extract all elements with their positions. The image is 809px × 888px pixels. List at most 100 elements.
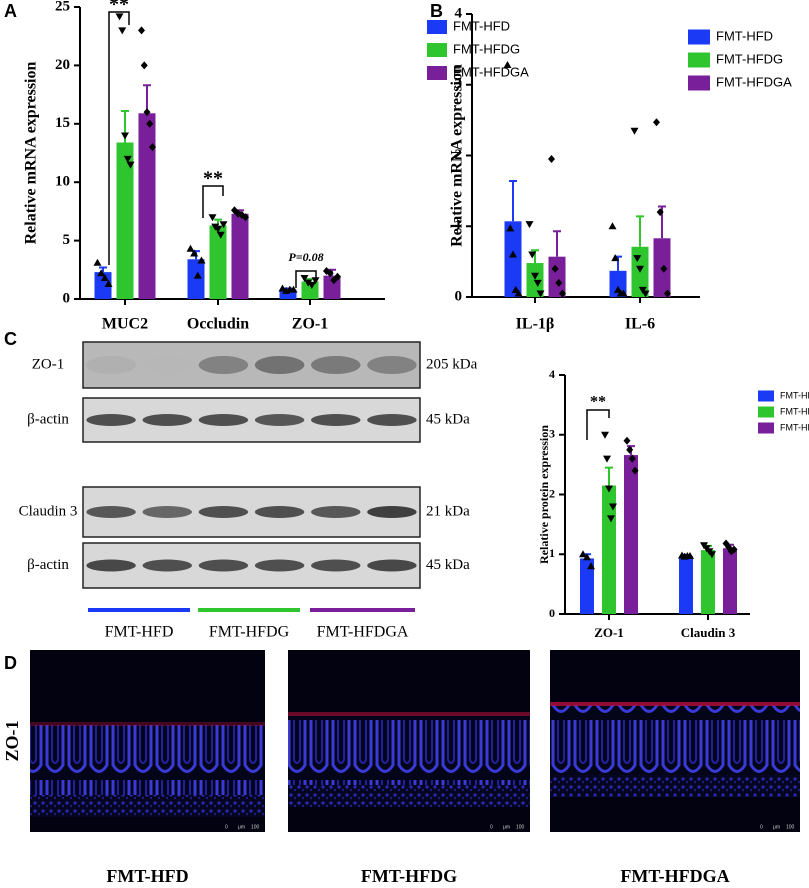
blot-band	[367, 559, 417, 572]
bar	[723, 548, 737, 614]
significance-bracket	[295, 270, 317, 288]
data-point	[138, 26, 145, 35]
data-point	[528, 251, 537, 259]
legend-label: FMT-HFDG	[716, 51, 783, 66]
data-point	[607, 515, 615, 523]
legend-swatch	[427, 20, 447, 34]
bar	[279, 289, 297, 299]
blot-strip	[82, 486, 421, 538]
blot-band	[142, 356, 192, 374]
legend-swatch	[688, 29, 710, 45]
x-tick-label: IL-6	[625, 316, 655, 333]
y-tick-label: 3	[455, 76, 463, 92]
blot-band	[142, 559, 192, 572]
micrograph-tissue	[550, 705, 800, 775]
data-point	[631, 466, 639, 475]
data-point	[587, 562, 595, 570]
y-tick-label: 5	[63, 232, 71, 248]
data-point	[514, 289, 523, 297]
error-bar	[605, 466, 613, 486]
data-point	[186, 244, 195, 252]
zo1-signal	[288, 712, 530, 716]
blot-strip	[82, 542, 421, 589]
blot-band	[367, 356, 417, 374]
bar	[301, 281, 319, 299]
data-point	[664, 289, 671, 298]
bar	[679, 556, 693, 614]
blot-band	[311, 559, 361, 572]
blot-band	[86, 356, 136, 374]
data-point	[525, 221, 534, 229]
blot-row-label: Claudin 3	[19, 503, 78, 519]
data-point	[311, 277, 320, 285]
legend-label: FMT-HFD	[453, 18, 510, 33]
legend-label: FMT-HFDGA	[716, 74, 792, 89]
bar	[187, 259, 205, 299]
data-point	[656, 208, 664, 217]
data-point	[611, 254, 620, 262]
data-point	[641, 290, 650, 298]
data-point	[300, 274, 309, 282]
micrograph-tissue	[288, 715, 530, 785]
micrograph-submucosa	[550, 775, 800, 797]
y-tick-label: 1	[455, 218, 463, 234]
annotation: **	[590, 394, 606, 411]
data-point	[601, 431, 609, 439]
data-point	[636, 265, 644, 273]
stain-label: ZO-1	[2, 720, 22, 761]
blot-strip	[82, 341, 421, 389]
micrograph-submucosa	[30, 795, 265, 817]
bar	[138, 113, 156, 300]
data-point	[509, 250, 517, 258]
error-bar	[509, 179, 517, 222]
y-axis-label: Relative mRNA expression	[23, 62, 40, 245]
data-point	[605, 485, 613, 493]
y-tick-label: 0	[549, 606, 555, 620]
data-point	[551, 264, 559, 273]
caption: FMT-HFDGA	[620, 866, 729, 886]
legend-label: FMT-HFDG	[780, 406, 809, 416]
data-point	[334, 272, 341, 281]
data-point	[609, 503, 617, 511]
error-bar	[636, 215, 644, 247]
blot-band	[367, 414, 417, 426]
blot-band	[254, 559, 305, 572]
blot-band	[311, 414, 361, 426]
data-point	[149, 143, 156, 152]
blot-band	[198, 356, 249, 374]
scale-label: μm	[773, 824, 780, 830]
x-tick-label: Occludin	[187, 316, 249, 333]
data-point	[579, 550, 587, 558]
bar	[580, 558, 594, 614]
blot-band	[86, 414, 136, 426]
panel-label: A	[4, 1, 17, 21]
legend-swatch	[688, 75, 710, 91]
legend-swatch	[758, 406, 774, 418]
blot-band	[254, 414, 305, 426]
blot-band	[198, 506, 249, 518]
zo1-signal	[550, 702, 800, 706]
significance-bracket	[108, 11, 130, 265]
blot-band	[86, 506, 136, 518]
scale-label: 0	[490, 824, 493, 830]
data-point	[708, 551, 716, 559]
group-label: FMT-HFD	[105, 624, 174, 641]
y-tick-label: 0	[63, 290, 71, 306]
scale-label: 100	[516, 824, 525, 830]
y-axis-label: Relative mRNA expression	[449, 64, 466, 247]
blot-band	[142, 414, 192, 426]
x-tick-label: MUC2	[102, 316, 148, 333]
bar	[504, 221, 522, 297]
blot-band	[198, 559, 249, 572]
bar	[624, 455, 638, 614]
data-point	[208, 214, 217, 222]
data-point	[97, 269, 106, 277]
panel-label: D	[4, 653, 17, 673]
y-tick-label: 0	[455, 288, 463, 304]
data-point	[197, 256, 206, 264]
data-point	[536, 290, 545, 298]
data-point	[603, 455, 611, 463]
blot-size-label: 21 kDa	[426, 503, 470, 519]
blot-band	[254, 356, 305, 374]
data-point	[123, 155, 132, 163]
